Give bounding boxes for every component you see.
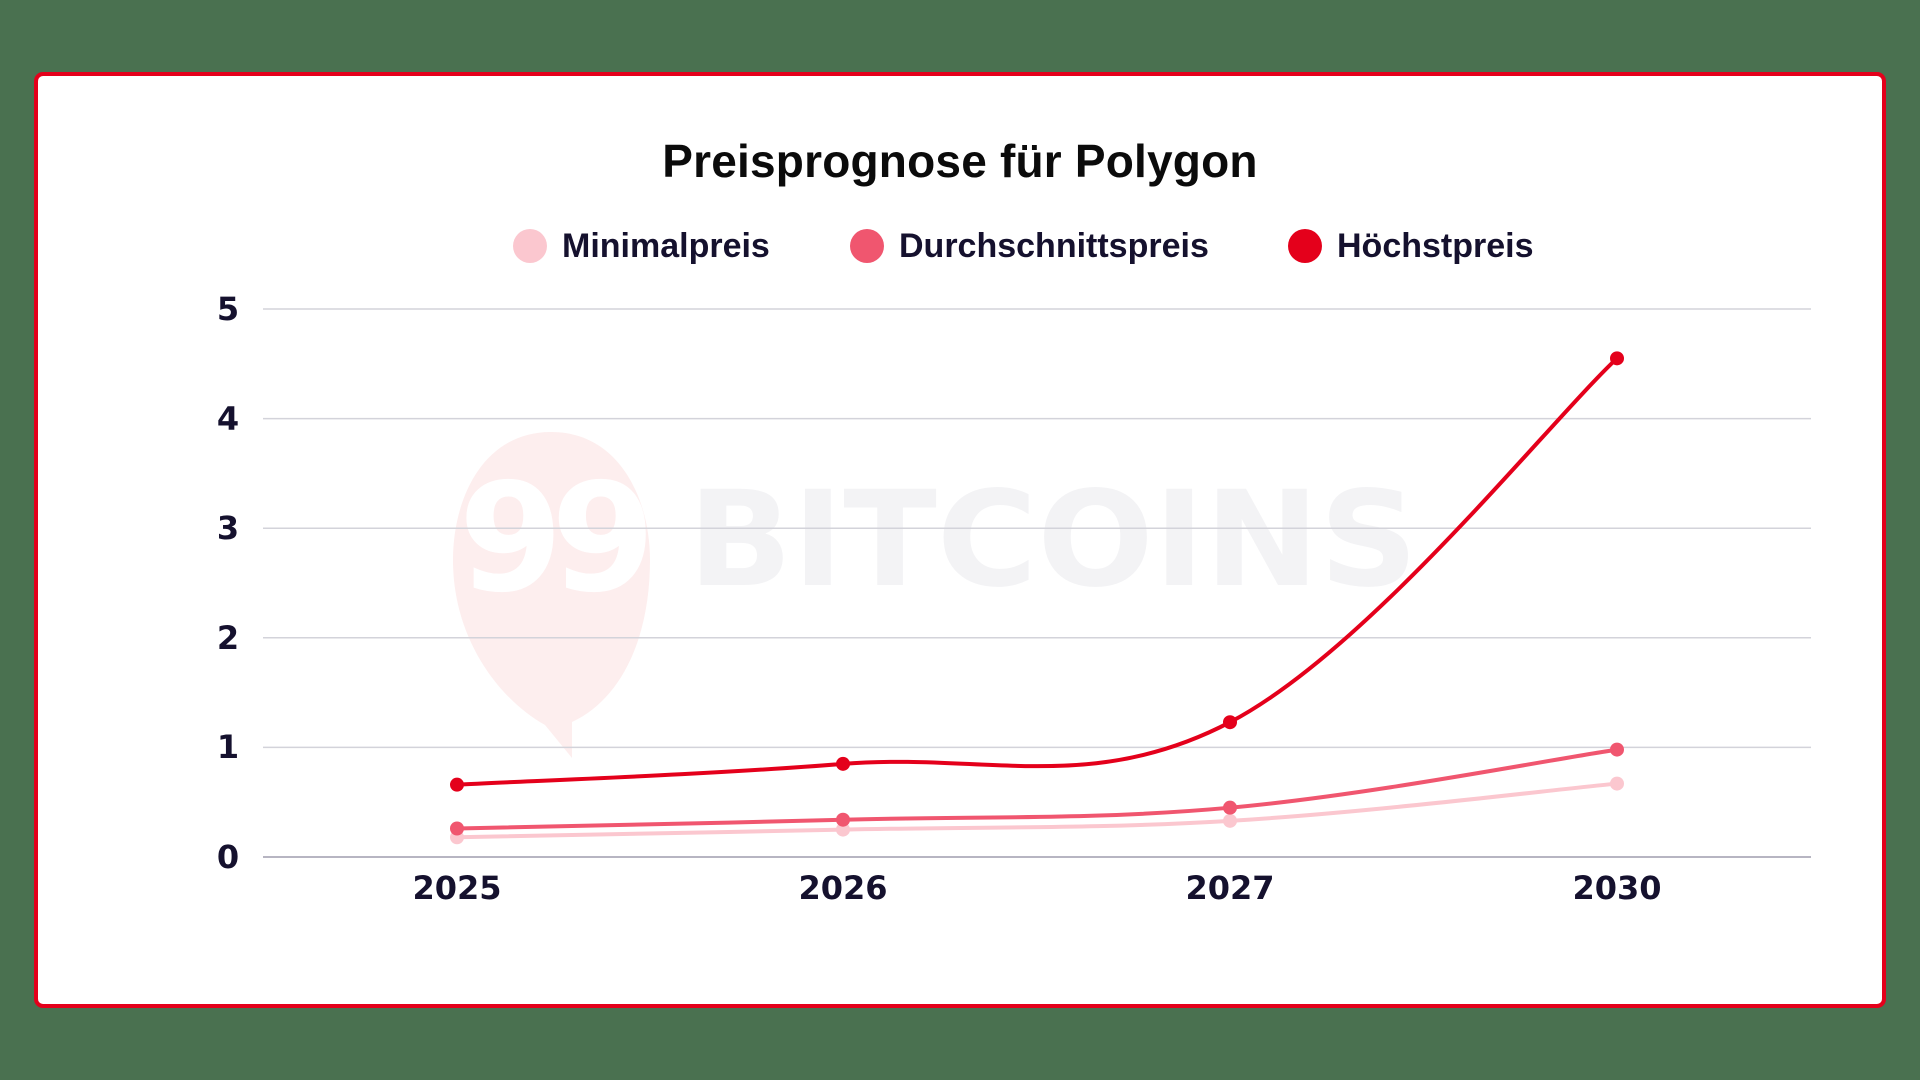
data-point[interactable] <box>450 821 464 836</box>
watermark-logo: 99 BITCOINS <box>453 432 1418 758</box>
gridlines <box>263 308 1811 749</box>
legend-dot-icon <box>1288 229 1322 263</box>
legend-label: Minimalpreis <box>562 226 770 265</box>
legend-label: Höchstpreis <box>1337 226 1534 265</box>
data-point[interactable] <box>1223 715 1237 730</box>
data-point[interactable] <box>450 777 464 792</box>
y-axis-ticks: 5 4 3 2 1 0 <box>217 290 239 876</box>
y-tick: 3 <box>217 509 239 547</box>
legend-item-minimalpreis[interactable]: Minimalpreis <box>513 226 770 266</box>
chart-card <box>34 72 1886 1008</box>
watermark-text: BITCOINS <box>688 463 1418 617</box>
speech-bubble-icon <box>453 432 650 758</box>
series-line-durchschnittspreis <box>456 747 1618 831</box>
y-tick: 0 <box>217 838 239 876</box>
data-point[interactable] <box>836 822 850 837</box>
x-tick: 2027 <box>1185 869 1274 907</box>
y-tick: 2 <box>217 619 239 657</box>
data-point[interactable] <box>836 812 850 827</box>
legend-item-durchschnittspreis[interactable]: Durchschnittspreis <box>850 226 1209 266</box>
x-tick: 2026 <box>798 869 887 907</box>
y-tick: 4 <box>217 400 239 438</box>
series-line-minimalpreis <box>456 781 1618 840</box>
x-axis-ticks: 2025 2026 2027 2030 <box>412 869 1661 907</box>
legend-label: Durchschnittspreis <box>899 226 1209 265</box>
watermark-badge: 99 <box>459 452 646 626</box>
series-line-höchstpreis <box>456 356 1619 787</box>
y-tick: 5 <box>217 290 239 328</box>
legend-item-hoechstpreis[interactable]: Höchstpreis <box>1288 226 1534 266</box>
legend-dot-icon <box>513 229 547 263</box>
data-point[interactable] <box>1223 800 1237 815</box>
x-tick: 2025 <box>412 869 501 907</box>
data-point[interactable] <box>1610 742 1624 757</box>
data-point[interactable] <box>1223 813 1237 828</box>
x-tick: 2030 <box>1572 869 1661 907</box>
chart-legend: Minimalpreis Durchschnittspreis Höchstpr… <box>0 226 1920 266</box>
legend-dot-icon <box>850 229 884 263</box>
data-point[interactable] <box>836 756 850 771</box>
y-tick: 1 <box>217 728 239 766</box>
chart-title: Preisprognose für Polygon <box>662 135 1258 187</box>
data-point[interactable] <box>1610 776 1624 791</box>
data-point[interactable] <box>1610 351 1624 366</box>
series-layer <box>450 351 1624 845</box>
